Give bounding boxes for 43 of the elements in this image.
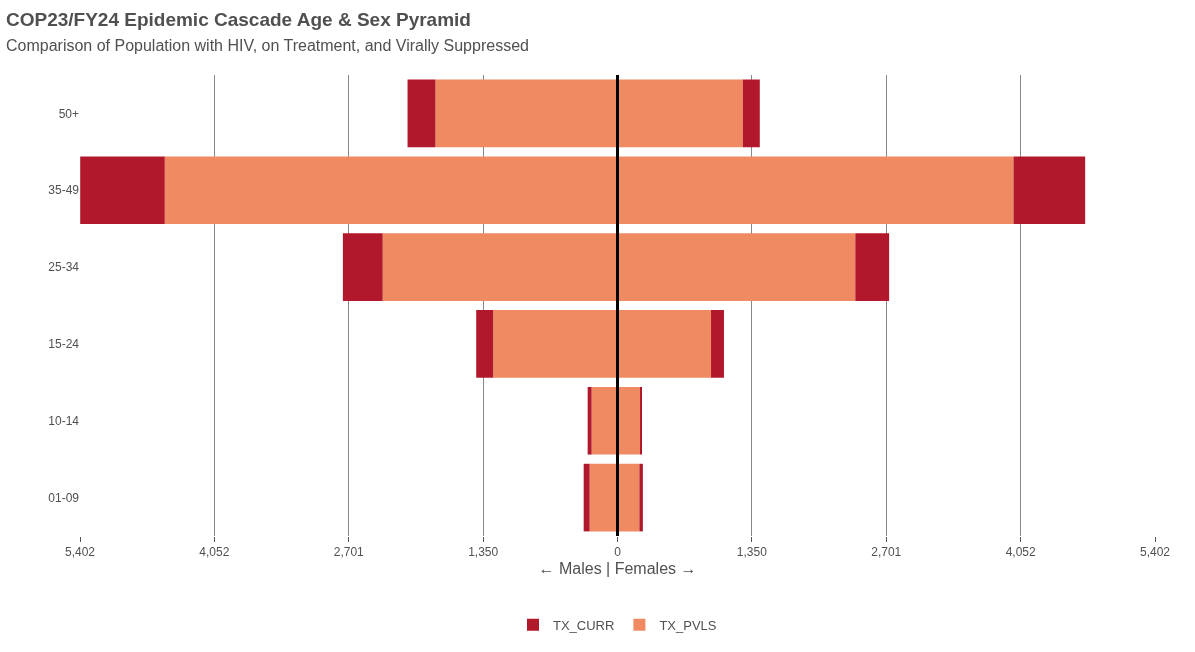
bar (435, 79, 618, 148)
legend-label: TX_CURR (553, 617, 615, 633)
x-tick-label: 0 (614, 545, 622, 560)
y-tick-label: 10-14 (48, 413, 80, 428)
y-tick-label: 35-49 (48, 183, 80, 198)
bar (617, 310, 712, 378)
x-axis-title: ← Males | Females → (538, 560, 697, 578)
legend-label: TX_PVLS (659, 617, 717, 633)
x-tick-label: 1,350 (468, 545, 499, 560)
bar (493, 310, 618, 378)
x-tick-label: 1,350 (736, 545, 768, 560)
bar (591, 386, 618, 455)
bar (617, 386, 641, 455)
y-tick-label: 01-09 (48, 490, 80, 505)
x-tick-label: 4,052 (1005, 545, 1037, 560)
bar (639, 463, 643, 532)
bar (342, 233, 383, 301)
bar (407, 79, 436, 148)
bar (1013, 156, 1086, 225)
chart-title: COP23/FY24 Epidemic Cascade Age & Sex Pyramid (5, 9, 471, 31)
chart-subtitle: Comparison of Population with HIV, on Treatment, and Virally Suppressed (5, 36, 529, 54)
bar (587, 386, 592, 455)
bar (583, 463, 590, 532)
y-tick-label: 50+ (58, 106, 79, 121)
bar (617, 463, 640, 532)
bar (617, 156, 1014, 225)
bar (617, 79, 743, 148)
bar (382, 233, 618, 301)
bar (80, 156, 165, 225)
x-tick-label: 2,701 (333, 545, 365, 560)
bar (617, 233, 856, 301)
bar (476, 310, 494, 378)
y-tick-label: 15-24 (48, 337, 80, 352)
bar (742, 79, 760, 148)
bar (711, 310, 724, 378)
bar (164, 156, 618, 225)
x-tick-label: 2,701 (871, 545, 902, 560)
x-tick-label: 4,052 (199, 545, 230, 560)
y-tick-label: 25-34 (48, 260, 80, 275)
bar (589, 463, 618, 532)
x-tick-label: 5,402 (1139, 545, 1171, 560)
x-tick-label: 5,402 (64, 545, 96, 560)
bar (855, 233, 890, 301)
